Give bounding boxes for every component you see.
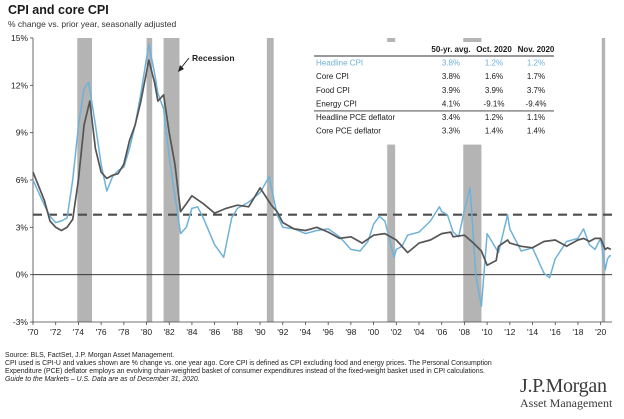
x-tick-label: '02	[391, 327, 402, 337]
chart-subtitle: % change vs. prior year, seasonally adju…	[8, 19, 177, 29]
x-tick-label: '88	[232, 327, 243, 337]
x-tick-label: '78	[118, 327, 129, 337]
x-tick-label: '86	[209, 327, 220, 337]
x-tick-label: '84	[186, 327, 197, 337]
core-cpi-series-line	[32, 59, 612, 267]
table-cell: 3.9%	[442, 86, 460, 95]
y-tick-label: 6%	[16, 175, 29, 185]
table-row-label: Core CPI	[316, 72, 349, 81]
table-cell: 3.4%	[442, 113, 460, 122]
x-tick-label: '18	[572, 327, 583, 337]
source-note: Source: BLS, FactSet, J.P. Morgan Asset …	[5, 352, 175, 359]
x-tick-label: '94	[300, 327, 311, 337]
recession-label: Recession	[192, 53, 235, 63]
x-tick-label: '14	[527, 327, 538, 337]
recession-arrow-line	[180, 57, 190, 69]
jpmorgan-logo: J.P.Morgan Asset Management	[520, 375, 624, 411]
stats-table: 50-yr. avg. Oct. 2020 Nov. 2020 Headline CP…	[314, 42, 555, 145]
recession-bar-1	[146, 38, 153, 322]
x-tick-label: '00	[368, 327, 379, 337]
x-tick-label: '16	[550, 327, 561, 337]
table-cell: 1.6%	[485, 72, 503, 81]
table-header: 50-yr. avg.	[431, 45, 470, 54]
logo-subtitle: Asset Management	[520, 396, 613, 410]
y-tick-label: 0%	[16, 270, 29, 280]
chart-title: CPI and core CPI	[8, 3, 109, 17]
table-cell: 1.2%	[527, 59, 545, 68]
table-row-label: Headline CPI	[316, 59, 363, 68]
table-cell: 4.1%	[442, 99, 460, 108]
table-cell: 3.8%	[442, 72, 460, 81]
x-tick-label: '98	[345, 327, 356, 337]
definition-note: CPI used is CPI-U and values shown are %…	[5, 360, 492, 376]
table-cell: 1.4%	[485, 127, 503, 136]
table-header: Nov. 2020	[518, 45, 555, 54]
x-tick-label: '10	[482, 327, 493, 337]
x-tick-label: '04	[413, 327, 424, 337]
x-tick-label: '74	[73, 327, 84, 337]
table-background	[314, 42, 554, 145]
x-tick-label: '82	[164, 327, 175, 337]
annotations: Recession	[178, 53, 235, 72]
x-tick-label: '90	[255, 327, 266, 337]
cpi-line-chart: -3% 0% 3% 6% 9% 12% 15% '70 '72 '74 '76 '78 '80 '82 '8…	[11, 33, 612, 337]
x-tick-label: '08	[459, 327, 470, 337]
recession-bar-0	[77, 38, 93, 322]
x-tick-label: '80	[141, 327, 152, 337]
x-tick-label: '06	[436, 327, 447, 337]
y-tick-label: 9%	[16, 128, 29, 138]
logo-brand: J.P.Morgan	[520, 375, 607, 397]
table-cell: 1.2%	[485, 59, 503, 68]
y-tick-label: -3%	[13, 317, 29, 327]
table-header: Oct. 2020	[476, 45, 512, 54]
recession-bar-6	[601, 38, 606, 322]
table-row-label: Core PCE deflator	[316, 127, 381, 136]
y-tick-label: 3%	[16, 222, 29, 232]
x-tick-label: '70	[27, 327, 38, 337]
table-cell: -9.4%	[526, 99, 547, 108]
guide-note: Guide to the Markets – U.S. Data are as …	[5, 376, 200, 384]
y-tick-label: 12%	[11, 80, 28, 90]
table-cell: 1.2%	[485, 113, 503, 122]
x-tick-label: '12	[504, 327, 515, 337]
table-cell: 1.4%	[527, 127, 545, 136]
x-tick-label: '76	[96, 327, 107, 337]
x-tick-label: '72	[50, 327, 61, 337]
table-row-label: Headline PCE deflator	[316, 113, 395, 122]
footnotes: Source: BLS, FactSet, J.P. Morgan Asset …	[5, 352, 495, 384]
table-cell: 3.9%	[485, 86, 503, 95]
table-cell: 3.8%	[442, 59, 460, 68]
x-tick-label: '92	[277, 327, 288, 337]
table-cell: 1.1%	[527, 113, 545, 122]
recession-bar-4	[387, 38, 396, 322]
table-cell: 3.3%	[442, 127, 460, 136]
table-row-label: Energy CPI	[316, 99, 357, 108]
x-tick-label: '96	[323, 327, 334, 337]
recession-arrow-head	[178, 65, 184, 72]
series-lines	[32, 43, 612, 307]
recession-bar-2	[163, 38, 180, 322]
table-cell: 1.7%	[527, 72, 545, 81]
table-row-label: Food CPI	[316, 86, 350, 95]
x-tick-label: '20	[595, 327, 606, 337]
table-cell: 3.7%	[527, 86, 545, 95]
y-tick-label: 15%	[11, 33, 28, 43]
table-cell: -9.1%	[484, 99, 505, 108]
axes: -3% 0% 3% 6% 9% 12% 15% '70 '72 '74 '76 '78 '80 '82 '8…	[11, 33, 612, 337]
